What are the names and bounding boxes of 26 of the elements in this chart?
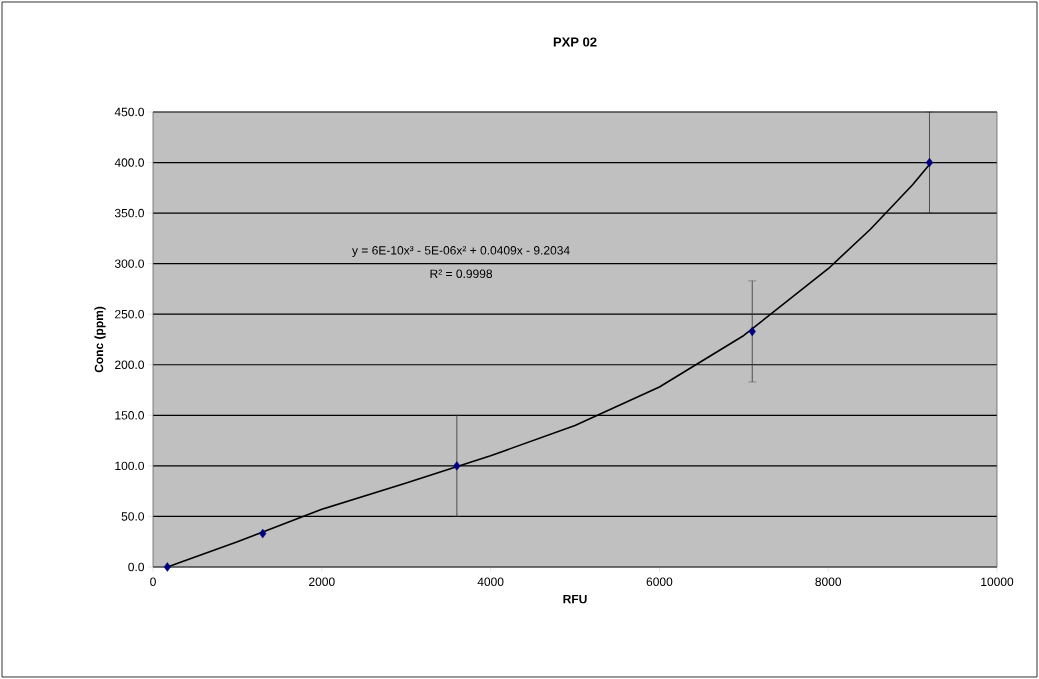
- point: [925, 157, 934, 168]
- x-tick-label: 10000: [981, 577, 1014, 587]
- annotation: R² = 0.9998: [430, 269, 493, 279]
- x-tick-label: 6000: [646, 577, 673, 587]
- x-tick-label: 8000: [815, 577, 842, 587]
- x-axis-title: RFU: [563, 594, 587, 604]
- y-tick-label: 250.0: [115, 309, 145, 319]
- point: [163, 562, 171, 572]
- annotation: y = 6E-10x³ - 5E-06x² + 0.0409x - 9.2034: [352, 246, 570, 257]
- chart-title: PXP 02: [553, 37, 597, 47]
- y-tick-label: 300.0: [114, 259, 145, 268]
- point: [259, 528, 267, 539]
- y-tick-label: 450.0: [114, 107, 145, 117]
- point: [748, 326, 756, 337]
- y-axis-title: Conc (ppm): [94, 306, 106, 373]
- y-tick-label: 0.0: [128, 562, 145, 572]
- y-tick-label: 200.0: [115, 360, 145, 370]
- y-tick-label: 350.0: [114, 208, 145, 218]
- y-tick-label: 400.0: [114, 158, 145, 167]
- point: [453, 461, 461, 471]
- x-tick-label: 0: [150, 577, 156, 587]
- y-tick-label: 100.0: [115, 461, 145, 471]
- y-tick-label: 150.0: [115, 411, 145, 420]
- x-tick-label: 2000: [309, 577, 335, 587]
- y-tick-label: 50.0: [121, 512, 145, 521]
- x-tick-label: 4000: [477, 577, 504, 587]
